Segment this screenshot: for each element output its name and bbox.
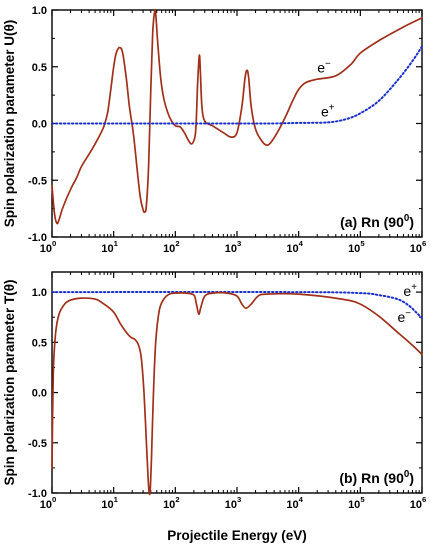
- positron-curve-label-b-base: e: [403, 283, 411, 299]
- x-tick-label-sup: 0: [52, 239, 56, 248]
- x-tick-label: 101: [101, 239, 118, 255]
- panel-label-close: ): [409, 470, 414, 486]
- electron-curve-label-a-base: e: [317, 59, 325, 75]
- x-tick-label-sup: 0: [52, 495, 56, 504]
- electron-curve-label-a: e−: [317, 58, 331, 75]
- x-tick-label: 103: [225, 495, 242, 511]
- positron-curve-label-a-sup: +: [329, 103, 335, 114]
- x-tick-label-sup: 3: [237, 495, 241, 504]
- x-tick-label-base: 10: [286, 499, 298, 511]
- y-tick-label: -1.0: [28, 232, 47, 244]
- x-tick-label: 101: [101, 495, 118, 511]
- y-tick-label: 1.0: [32, 287, 47, 299]
- x-tick-label: 105: [348, 239, 365, 255]
- x-tick-label-base: 10: [348, 499, 360, 511]
- x-tick-label: 106: [410, 495, 427, 511]
- x-tick-label-base: 10: [40, 499, 52, 511]
- x-tick-label-base: 10: [348, 243, 360, 255]
- x-tick-label-base: 10: [163, 499, 175, 511]
- x-tick-label-base: 10: [225, 499, 237, 511]
- x-tick-label-sup: 1: [114, 495, 119, 504]
- x-tick-label-base: 10: [101, 243, 113, 255]
- panel-b: 100 101 102 103 104 105 1061.00.50.0-0.5-1.0Sp…: [2, 271, 427, 511]
- x-tick-label: 105: [348, 495, 365, 511]
- x-tick-label-base: 10: [410, 243, 422, 255]
- electron-series-line-b: [51, 291, 423, 496]
- panel-label-sup: 0: [404, 213, 410, 224]
- y-tick-label: -0.5: [28, 175, 47, 187]
- plot-frame-b: [51, 271, 423, 494]
- y-tick-label: 0.0: [32, 119, 47, 131]
- x-tick-label-sup: 6: [422, 495, 426, 504]
- x-tick-label-base: 10: [225, 243, 237, 255]
- x-tick-label: 102: [163, 495, 180, 511]
- x-tick-label-sup: 5: [360, 239, 365, 248]
- positron-curve-label-b-sup: +: [411, 282, 417, 293]
- panel-label-text: (a) Rn (90: [340, 214, 404, 230]
- panel-label-b: (b) Rn (900): [339, 469, 414, 486]
- x-tick-label: 103: [225, 239, 242, 255]
- y-tick-label: 0.5: [32, 337, 47, 349]
- x-tick-label-sup: 5: [360, 495, 365, 504]
- panel-label-a: (a) Rn (900): [340, 213, 414, 230]
- panel-label-close: ): [409, 214, 414, 230]
- positron-curve-label-a-base: e: [321, 104, 329, 120]
- positron-series-line-a: [51, 45, 423, 125]
- x-tick-label-sup: 4: [299, 495, 304, 504]
- x-tick-label: 106: [410, 239, 427, 255]
- y-tick-label: -0.5: [28, 438, 47, 450]
- x-tick-label: 102: [163, 239, 180, 255]
- electron-curve-label-b-base: e: [397, 309, 405, 325]
- x-tick-label-base: 10: [410, 499, 422, 511]
- x-tick-label-sup: 2: [175, 495, 179, 504]
- panel-a: 100 101 102 103 104 105 1061.00.50.0-0.5-1.0Sp…: [2, 5, 426, 255]
- x-tick-label-base: 10: [163, 243, 175, 255]
- panel-label-sup: 0: [404, 469, 410, 480]
- x-tick-label: 104: [286, 495, 303, 511]
- y-tick-label: 0.5: [32, 62, 47, 74]
- y-tick-label: 0.0: [32, 388, 47, 400]
- electron-curve-label-b: e−: [397, 308, 411, 325]
- panel-label-text: (b) Rn (90: [339, 470, 404, 486]
- x-tick-label: 100: [40, 495, 57, 511]
- x-tick-label-sup: 4: [299, 239, 304, 248]
- x-tick-label-base: 10: [40, 243, 52, 255]
- x-tick-label-sup: 3: [237, 239, 241, 248]
- x-axis-title: Projectile Energy (eV): [167, 528, 307, 543]
- x-tick-label-base: 10: [286, 243, 298, 255]
- x-tick-label-sup: 2: [175, 239, 179, 248]
- positron-curve-label-b: e+: [403, 282, 417, 299]
- y-tick-label: 1.0: [32, 5, 47, 17]
- x-tick-label-sup: 1: [114, 239, 119, 248]
- y-axis-title-b: Spin polarization parameter T(θ): [2, 279, 17, 485]
- y-axis-title-a: Spin polarization parameter U(θ): [2, 20, 17, 228]
- x-tick-label-base: 10: [101, 499, 113, 511]
- x-tick-label: 104: [286, 239, 303, 255]
- electron-series-line-a: [51, 8, 423, 225]
- y-tick-label: -1.0: [28, 488, 47, 500]
- electron-curve-label-b-sup: −: [405, 308, 411, 319]
- positron-series-line-b: [51, 291, 423, 320]
- x-tick-label: 100: [40, 239, 57, 255]
- electron-curve-label-a-sup: −: [325, 58, 331, 69]
- positron-curve-label-a: e+: [321, 103, 335, 120]
- x-tick-label-sup: 6: [422, 239, 426, 248]
